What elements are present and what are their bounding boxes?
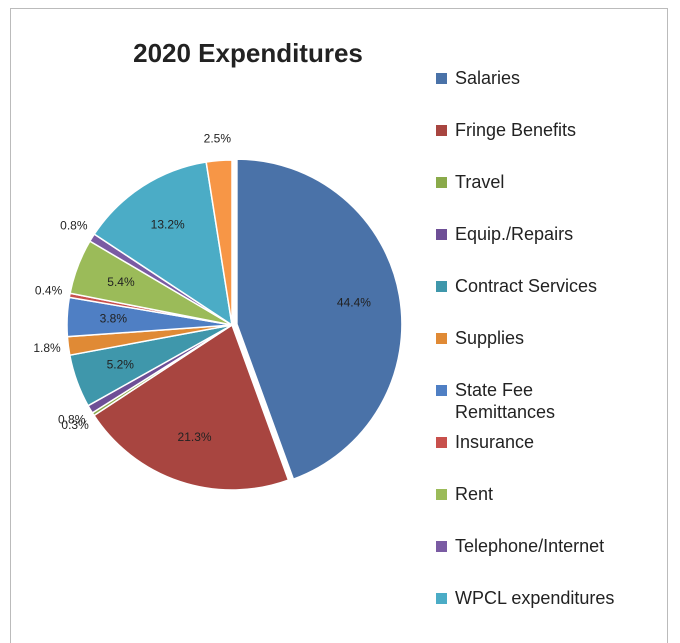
legend-swatch	[436, 489, 447, 500]
pie-slice	[205, 159, 233, 326]
legend-swatch	[436, 229, 447, 240]
legend-swatch	[436, 73, 447, 84]
legend-entry: WPCL expenditures	[436, 587, 618, 609]
chart-title: 2020 Expenditures	[133, 38, 363, 68]
legend-entry: Fringe Benefits	[436, 119, 618, 141]
legend-label: Contract Services	[455, 276, 598, 296]
pie-slice	[93, 161, 234, 327]
data-label: 13.2%	[151, 217, 185, 231]
legend-entry: Equip./Repairs	[436, 223, 618, 245]
data-label: 5.4%	[107, 275, 135, 289]
legend-swatch	[436, 593, 447, 604]
legend-swatch	[436, 333, 447, 344]
legend-entry: Supplies	[436, 327, 618, 349]
legend-label: Equip./Repairs	[455, 224, 574, 244]
legend-swatch	[436, 385, 447, 396]
legend-label: Fringe Benefits	[455, 120, 577, 140]
legend-swatch	[436, 281, 447, 292]
data-label: 1.8%	[33, 341, 61, 355]
data-label: 3.8%	[100, 311, 128, 325]
legend-swatch	[436, 541, 447, 552]
legend-label: Insurance	[455, 432, 535, 452]
legend-label: Travel	[455, 172, 505, 192]
pie-slice	[236, 158, 403, 481]
legend-entry: Salaries	[436, 67, 618, 89]
legend-entry: Travel	[436, 171, 618, 193]
legend-label: Salaries	[455, 68, 521, 88]
data-label: 0.3%	[61, 418, 89, 432]
chart-frame	[10, 8, 668, 643]
legend-label: State Fee Remittances	[455, 380, 556, 422]
data-label: 0.4%	[35, 284, 63, 298]
legend-entry: Insurance	[436, 431, 618, 453]
legend-entry: State Fee Remittances	[436, 379, 618, 423]
data-label: 0.8%	[60, 218, 88, 232]
data-label: 0.8%	[58, 412, 86, 426]
legend-label: WPCL expenditures	[455, 588, 615, 608]
data-label: 44.4%	[337, 296, 371, 310]
data-label: 5.2%	[107, 358, 135, 372]
legend-label: Rent	[455, 484, 494, 504]
legend-label: Supplies	[455, 328, 525, 348]
legend-entry: Rent	[436, 483, 618, 505]
legend-swatch	[436, 177, 447, 188]
data-label: 2.5%	[204, 131, 232, 145]
legend-label: Telephone/Internet	[455, 536, 605, 556]
legend-entry: Contract Services	[436, 275, 618, 297]
pie-slice	[92, 323, 290, 491]
legend-entry: Telephone/Internet	[436, 535, 618, 557]
legend-swatch	[436, 125, 447, 136]
data-label: 21.3%	[178, 430, 212, 444]
legend-swatch	[436, 437, 447, 448]
